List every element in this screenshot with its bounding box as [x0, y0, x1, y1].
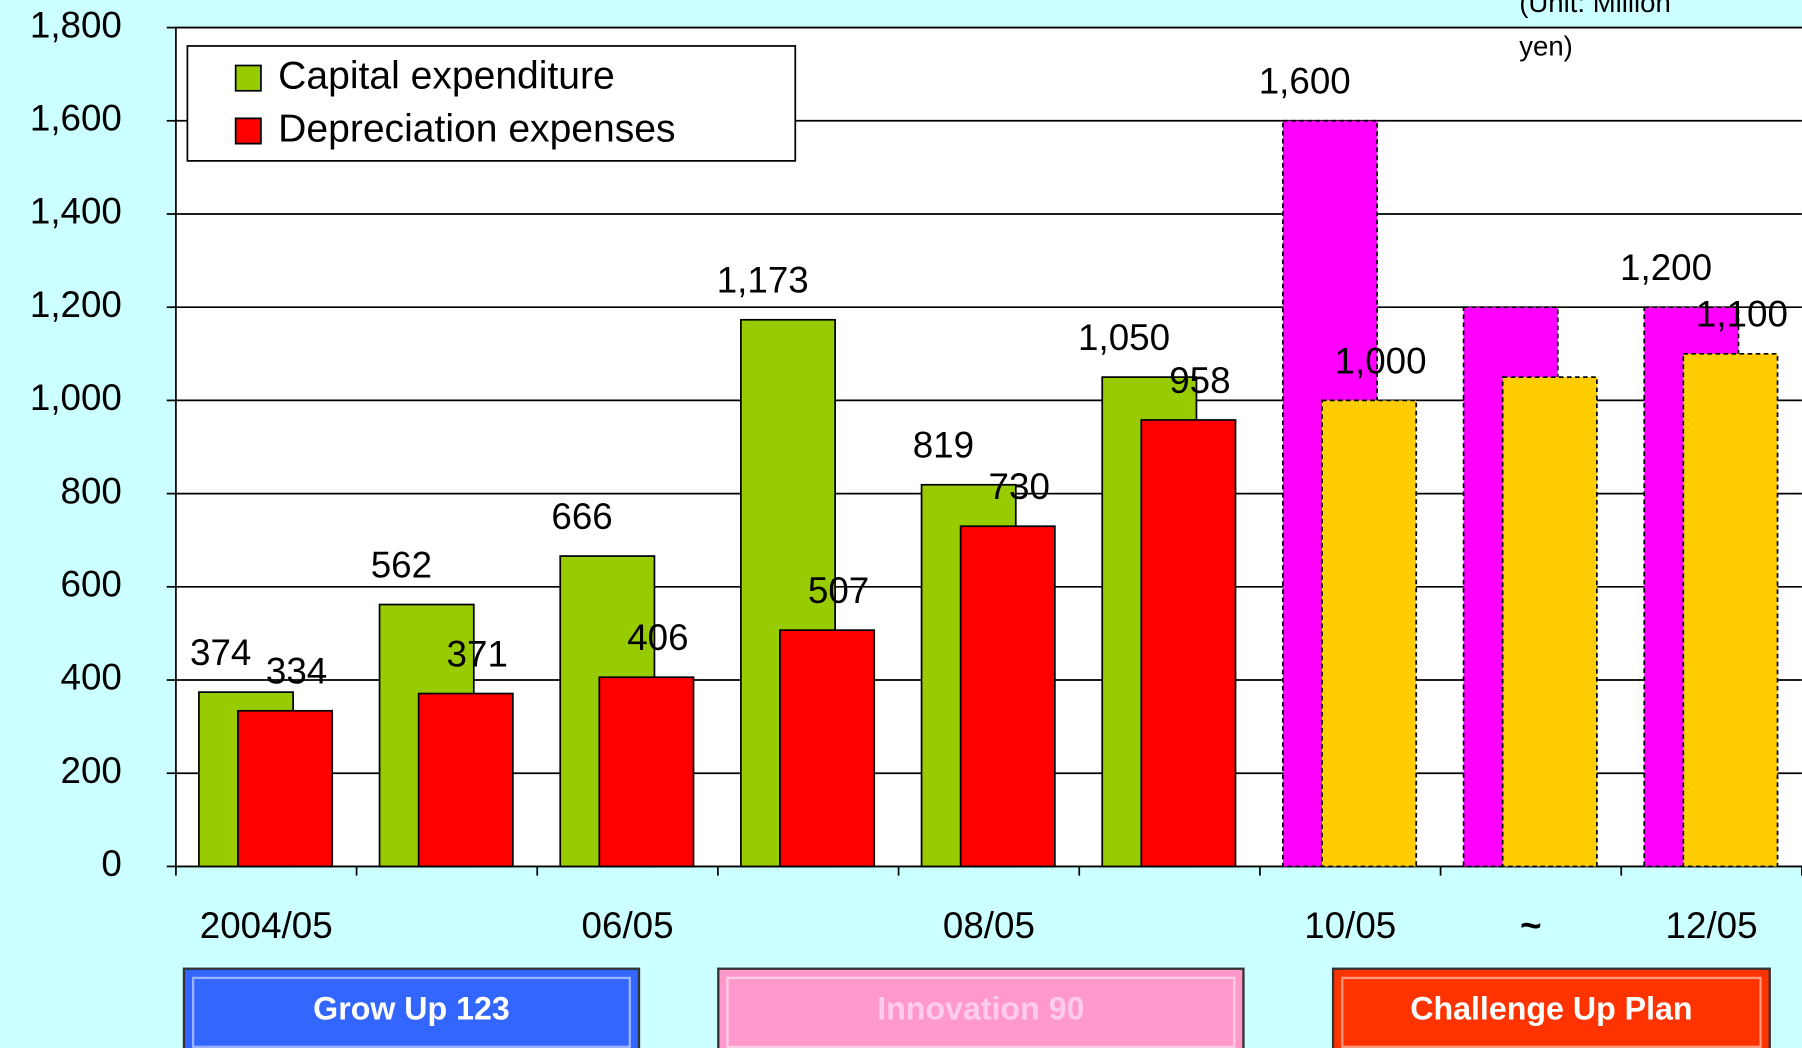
- data-label: 406: [627, 617, 688, 658]
- phase-inner: [191, 976, 631, 1048]
- phase-label: Innovation 90: [877, 991, 1084, 1027]
- y-tick-label: 1,200: [30, 284, 122, 325]
- bar: [1682, 352, 1779, 868]
- y-tick-label: 800: [61, 470, 122, 511]
- legend-swatch: [234, 64, 262, 92]
- x-tick-label: 2004/05: [200, 905, 333, 946]
- legend-label: Capital expenditure: [278, 54, 615, 97]
- bar: [417, 692, 514, 868]
- y-tick-label: 1,400: [30, 191, 122, 232]
- y-tick-label: 0: [101, 843, 121, 884]
- data-label: 1,000: [1335, 340, 1427, 381]
- legend-swatch: [234, 117, 262, 145]
- y-tick-label: 600: [61, 564, 122, 605]
- y-tick-label: 200: [61, 750, 122, 791]
- bar: [237, 709, 334, 868]
- legend-label: Depreciation expenses: [278, 107, 675, 150]
- data-label: 1,173: [717, 260, 809, 301]
- bar: [1501, 376, 1598, 868]
- x-tick-label: 12/05: [1666, 905, 1758, 946]
- data-label: 374: [190, 632, 251, 673]
- data-label: 371: [447, 633, 508, 674]
- phase-inner: [1341, 976, 1762, 1048]
- y-tick-label: 400: [61, 657, 122, 698]
- unit-note: yen): [1519, 31, 1573, 62]
- bar: [779, 629, 876, 868]
- x-tick-label: ~: [1520, 905, 1541, 946]
- data-label: 1,100: [1696, 294, 1788, 335]
- data-label: 958: [1169, 360, 1230, 401]
- x-tick-label: 10/05: [1304, 905, 1396, 946]
- bar: [1321, 399, 1418, 868]
- data-label: 1,050: [1078, 317, 1170, 358]
- x-tick-label: 08/05: [943, 905, 1035, 946]
- bar: [959, 525, 1056, 868]
- data-label: 666: [551, 496, 612, 537]
- data-label: 819: [913, 425, 974, 466]
- data-label: 334: [266, 651, 327, 692]
- unit-note: (Unit: Million: [1519, 0, 1671, 18]
- data-label: 507: [808, 570, 869, 611]
- bar: [1140, 419, 1237, 868]
- data-label: 730: [989, 466, 1050, 507]
- x-tick-label: 06/05: [582, 905, 674, 946]
- y-tick-label: 1,600: [30, 98, 122, 139]
- y-tick-label: 1,000: [30, 377, 122, 418]
- phase-inner: [726, 976, 1236, 1048]
- phase-label: Challenge Up Plan: [1410, 991, 1692, 1027]
- data-label: 562: [371, 544, 432, 585]
- data-label: 1,600: [1259, 61, 1351, 102]
- phase-label: Grow Up 123: [313, 991, 510, 1027]
- legend-box: [186, 45, 797, 162]
- bar: [598, 676, 695, 868]
- phase-box: [1331, 967, 1771, 1048]
- data-label: 1,200: [1620, 247, 1712, 288]
- phase-box: [182, 967, 641, 1048]
- phase-box: [717, 967, 1245, 1048]
- y-tick-label: 1,800: [30, 4, 122, 45]
